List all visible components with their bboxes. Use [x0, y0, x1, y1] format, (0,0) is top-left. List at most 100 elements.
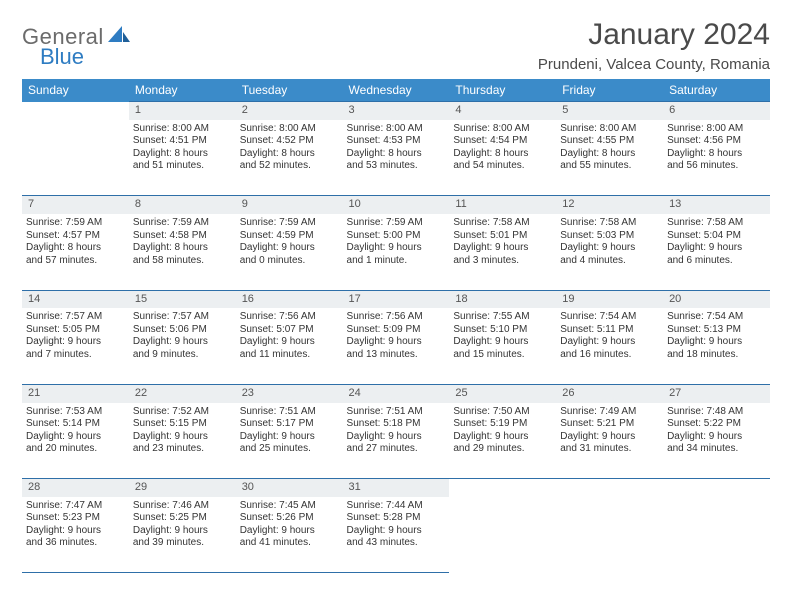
day-number-cell: 5	[556, 102, 663, 120]
cell-line: Sunset: 5:19 PM	[453, 418, 552, 431]
cell-line: Daylight: 9 hours	[453, 336, 552, 349]
cell-line: Sunset: 5:15 PM	[133, 418, 232, 431]
cell-line: Sunset: 4:55 PM	[560, 135, 659, 148]
cell-line: Daylight: 9 hours	[560, 336, 659, 349]
day-cell: Sunrise: 7:48 AMSunset: 5:22 PMDaylight:…	[663, 403, 770, 479]
cell-line: and 6 minutes.	[667, 255, 766, 268]
cell-line: and 39 minutes.	[133, 537, 232, 550]
day-number-cell: 15	[129, 290, 236, 308]
cell-line: and 29 minutes.	[453, 443, 552, 456]
cell-line: Sunset: 5:22 PM	[667, 418, 766, 431]
day-number: 7	[28, 198, 34, 210]
day-number-cell: 13	[663, 196, 770, 214]
cell-line: Daylight: 9 hours	[240, 336, 339, 349]
cell-line: Sunrise: 7:49 AM	[560, 406, 659, 419]
cell-line: Sunrise: 7:47 AM	[26, 500, 125, 513]
cell-line: Sunset: 5:25 PM	[133, 512, 232, 525]
day-number-row: 28293031	[22, 479, 770, 497]
col-sat: Saturday	[663, 79, 770, 102]
day-cell	[449, 497, 556, 573]
cell-line: Sunset: 4:56 PM	[667, 135, 766, 148]
cell-line: Daylight: 9 hours	[347, 525, 446, 538]
cell-line: Daylight: 9 hours	[560, 431, 659, 444]
day-cell: Sunrise: 7:59 AMSunset: 5:00 PMDaylight:…	[343, 214, 450, 290]
day-number: 12	[562, 198, 574, 210]
col-fri: Friday	[556, 79, 663, 102]
cell-line: Sunset: 5:10 PM	[453, 324, 552, 337]
cell-line: and 57 minutes.	[26, 255, 125, 268]
day-cell: Sunrise: 7:58 AMSunset: 5:04 PMDaylight:…	[663, 214, 770, 290]
day-cell: Sunrise: 7:49 AMSunset: 5:21 PMDaylight:…	[556, 403, 663, 479]
cell-line: Daylight: 9 hours	[347, 431, 446, 444]
day-number-cell: 16	[236, 290, 343, 308]
day-number: 28	[28, 481, 40, 493]
day-cell	[556, 497, 663, 573]
day-number-cell: 2	[236, 102, 343, 120]
day-number: 19	[562, 293, 574, 305]
sail-icon	[108, 26, 130, 49]
cell-line: Sunset: 5:17 PM	[240, 418, 339, 431]
cell-line: Daylight: 9 hours	[133, 336, 232, 349]
cell-line: Daylight: 8 hours	[133, 148, 232, 161]
cell-line: Sunrise: 7:55 AM	[453, 311, 552, 324]
day-cell: Sunrise: 7:46 AMSunset: 5:25 PMDaylight:…	[129, 497, 236, 573]
cell-line: Daylight: 9 hours	[240, 525, 339, 538]
cell-line: and 25 minutes.	[240, 443, 339, 456]
cell-line: Daylight: 8 hours	[667, 148, 766, 161]
cell-line: Sunset: 5:00 PM	[347, 230, 446, 243]
cell-line: and 11 minutes.	[240, 349, 339, 362]
day-cell: Sunrise: 8:00 AMSunset: 4:52 PMDaylight:…	[236, 120, 343, 196]
day-number: 16	[242, 293, 254, 305]
cell-line: Sunrise: 8:00 AM	[453, 123, 552, 136]
day-number-cell	[556, 479, 663, 497]
cell-line: and 23 minutes.	[133, 443, 232, 456]
day-number: 3	[349, 104, 355, 116]
cell-line: Daylight: 9 hours	[26, 336, 125, 349]
cell-line: and 52 minutes.	[240, 160, 339, 173]
weekday-header-row: Sunday Monday Tuesday Wednesday Thursday…	[22, 79, 770, 102]
day-number: 29	[135, 481, 147, 493]
day-cell: Sunrise: 7:58 AMSunset: 5:03 PMDaylight:…	[556, 214, 663, 290]
cell-line: and 3 minutes.	[453, 255, 552, 268]
day-cell: Sunrise: 7:57 AMSunset: 5:05 PMDaylight:…	[22, 308, 129, 384]
cell-line: Sunset: 5:26 PM	[240, 512, 339, 525]
day-number-cell: 9	[236, 196, 343, 214]
day-number: 5	[562, 104, 568, 116]
day-number-row: 78910111213	[22, 196, 770, 214]
cell-line: and 43 minutes.	[347, 537, 446, 550]
day-cell: Sunrise: 8:00 AMSunset: 4:54 PMDaylight:…	[449, 120, 556, 196]
day-number-cell: 26	[556, 384, 663, 402]
col-thu: Thursday	[449, 79, 556, 102]
cell-line: Sunrise: 7:59 AM	[133, 217, 232, 230]
day-number: 24	[349, 387, 361, 399]
cell-line: Sunset: 4:59 PM	[240, 230, 339, 243]
col-sun: Sunday	[22, 79, 129, 102]
col-tue: Tuesday	[236, 79, 343, 102]
day-number-cell: 27	[663, 384, 770, 402]
cell-line: Daylight: 8 hours	[560, 148, 659, 161]
cell-line: and 54 minutes.	[453, 160, 552, 173]
cell-line: and 27 minutes.	[347, 443, 446, 456]
cell-line: Sunset: 5:14 PM	[26, 418, 125, 431]
cell-line: Sunrise: 7:45 AM	[240, 500, 339, 513]
cell-line: Daylight: 9 hours	[453, 242, 552, 255]
cell-line: Sunrise: 7:51 AM	[240, 406, 339, 419]
logo-text-block: General Blue	[22, 24, 130, 70]
cell-line: and 18 minutes.	[667, 349, 766, 362]
day-number: 14	[28, 293, 40, 305]
cell-line: Sunset: 5:23 PM	[26, 512, 125, 525]
cell-line: Daylight: 8 hours	[453, 148, 552, 161]
day-cell: Sunrise: 7:51 AMSunset: 5:18 PMDaylight:…	[343, 403, 450, 479]
cell-line: Sunset: 4:53 PM	[347, 135, 446, 148]
day-number: 18	[455, 293, 467, 305]
day-cell: Sunrise: 7:59 AMSunset: 4:59 PMDaylight:…	[236, 214, 343, 290]
cell-line: and 31 minutes.	[560, 443, 659, 456]
cell-line: Sunrise: 7:57 AM	[26, 311, 125, 324]
cell-line: and 53 minutes.	[347, 160, 446, 173]
day-number: 20	[669, 293, 681, 305]
cell-line: Sunset: 4:58 PM	[133, 230, 232, 243]
day-number: 6	[669, 104, 675, 116]
day-number-cell: 21	[22, 384, 129, 402]
cell-line: and 0 minutes.	[240, 255, 339, 268]
week-row: Sunrise: 7:57 AMSunset: 5:05 PMDaylight:…	[22, 308, 770, 384]
